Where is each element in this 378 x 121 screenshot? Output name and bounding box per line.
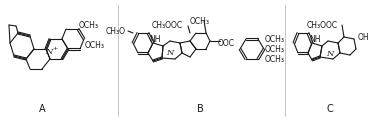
Text: N: N — [326, 50, 334, 58]
Text: B: B — [197, 104, 203, 114]
Text: OOC: OOC — [218, 38, 235, 48]
Text: CH₃OOC: CH₃OOC — [152, 22, 183, 30]
Text: OCH₃: OCH₃ — [85, 42, 105, 50]
Text: OCH₃: OCH₃ — [265, 54, 285, 64]
Text: OCH₃: OCH₃ — [190, 16, 210, 26]
Text: OCH₃: OCH₃ — [265, 45, 285, 53]
Text: CH₃OOC: CH₃OOC — [307, 20, 338, 30]
Text: N: N — [166, 49, 174, 57]
Text: NH: NH — [149, 34, 161, 44]
Text: OCH₃: OCH₃ — [265, 34, 285, 44]
Text: A: A — [39, 104, 45, 114]
Text: CH₃O: CH₃O — [106, 26, 126, 35]
Text: C: C — [327, 104, 333, 114]
Text: +: + — [53, 46, 57, 52]
Text: OH: OH — [358, 33, 370, 42]
Text: N: N — [45, 48, 53, 56]
Text: NH: NH — [309, 34, 321, 44]
Text: OCH₃: OCH₃ — [79, 22, 99, 30]
